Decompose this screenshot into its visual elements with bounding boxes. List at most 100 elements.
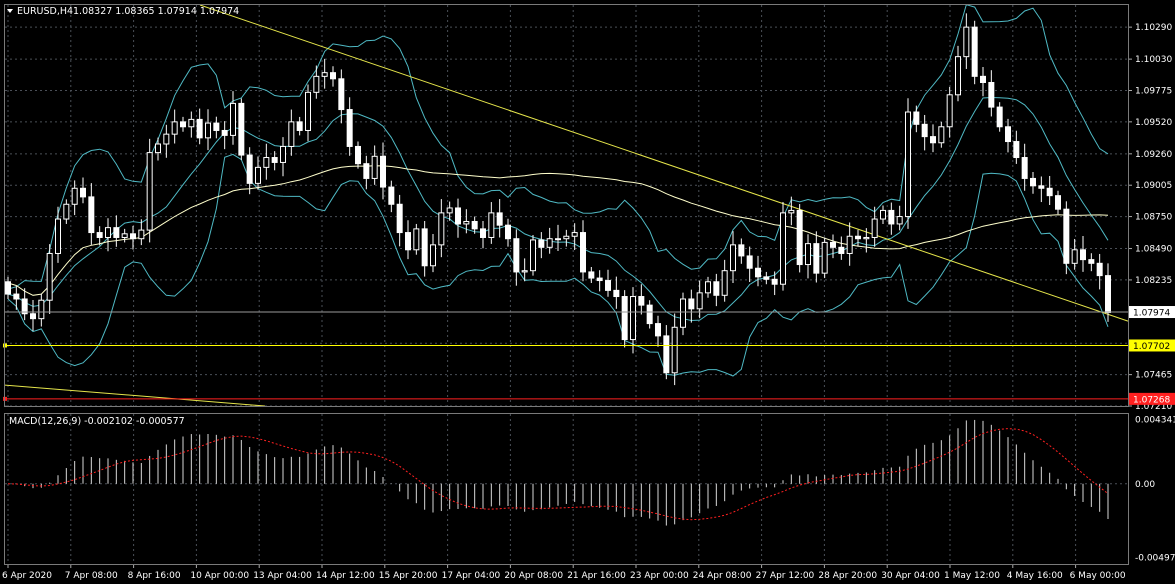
candle-body bbox=[571, 232, 578, 237]
candle-body bbox=[946, 94, 953, 128]
time-tick-label: 8 Apr 16:00 bbox=[128, 571, 181, 581]
candle-body bbox=[130, 233, 136, 240]
time-tick-label: 24 Apr 08:00 bbox=[693, 571, 752, 581]
candle-body bbox=[1005, 126, 1011, 143]
candle-body bbox=[138, 229, 145, 240]
candle-body bbox=[346, 109, 353, 147]
macd-tick-label: 0.004341 bbox=[1135, 415, 1175, 425]
candle-body bbox=[1046, 187, 1053, 197]
candle-body bbox=[871, 218, 878, 238]
candle-body bbox=[55, 218, 61, 254]
candle-body bbox=[146, 152, 153, 231]
candle-body bbox=[455, 207, 461, 225]
candle-body bbox=[1063, 208, 1070, 264]
candle-body bbox=[563, 235, 570, 240]
dropdown-triangle-icon[interactable] bbox=[7, 9, 13, 13]
candle-body bbox=[1096, 262, 1103, 277]
candle-body bbox=[805, 243, 811, 266]
candle-body bbox=[530, 239, 536, 272]
candle-body bbox=[121, 233, 128, 238]
candle-body bbox=[421, 228, 428, 267]
candle-body bbox=[271, 157, 278, 163]
candle-body bbox=[980, 75, 986, 83]
candle-body bbox=[605, 280, 611, 291]
candle-body bbox=[463, 220, 470, 225]
candle-body bbox=[396, 203, 403, 234]
price-labels: 1.07702 1.07268 1.07974 bbox=[1129, 306, 1175, 405]
candle-body bbox=[30, 313, 36, 320]
candle-body bbox=[330, 72, 336, 80]
candle-body bbox=[830, 241, 836, 248]
bollinger-upper bbox=[7, 4, 1109, 290]
candle-body bbox=[763, 276, 770, 280]
candle-body bbox=[13, 293, 20, 300]
macd-tick-label: -0.004973 bbox=[1135, 554, 1175, 564]
price-tick-label: 1.08750 bbox=[1135, 213, 1172, 223]
candle-body bbox=[755, 267, 761, 278]
horizontal-lines[interactable] bbox=[3, 311, 1128, 401]
candle-body bbox=[238, 102, 245, 156]
candle-body bbox=[580, 232, 586, 273]
candle-body bbox=[705, 281, 711, 294]
candle-body bbox=[621, 296, 628, 341]
candle-body bbox=[780, 212, 786, 285]
candle-body bbox=[721, 270, 728, 296]
candle-body bbox=[671, 326, 678, 374]
main-panel-frame bbox=[4, 4, 1129, 407]
macd-title: MACD(12,26,9) -0.002102 -0.000577 bbox=[9, 416, 185, 427]
candle-body bbox=[471, 220, 478, 230]
candle-body bbox=[521, 270, 528, 273]
price-tick-label: 1.09775 bbox=[1135, 86, 1172, 96]
level-line-yellow-label-box bbox=[1129, 339, 1175, 352]
macd-tick-label: 0.00 bbox=[1135, 480, 1155, 490]
candle-body bbox=[1021, 157, 1028, 179]
candle-body bbox=[655, 323, 661, 337]
candle-body bbox=[855, 235, 861, 240]
candle-body bbox=[638, 296, 645, 306]
ohlc-values: 1.08327 1.08365 1.07914 1.07974 bbox=[73, 6, 239, 17]
candle-body bbox=[38, 299, 45, 320]
candle-body bbox=[713, 281, 720, 296]
candle-body bbox=[930, 136, 936, 144]
candle-body bbox=[963, 26, 970, 58]
time-tick-label: 23 Apr 00:00 bbox=[630, 571, 689, 581]
candle-body bbox=[488, 212, 495, 238]
candle-body bbox=[21, 298, 28, 315]
candle-body bbox=[113, 227, 120, 238]
level-line-yellow-label: 1.07702 bbox=[1133, 342, 1170, 352]
candle-body bbox=[513, 238, 520, 273]
candle-body bbox=[996, 106, 1003, 128]
price-tick-label: 1.07210 bbox=[1135, 402, 1172, 412]
candle-body bbox=[171, 121, 178, 135]
candle-body bbox=[5, 281, 11, 295]
candle-body bbox=[896, 216, 903, 225]
candle-body bbox=[921, 123, 928, 138]
candle-body bbox=[813, 243, 820, 274]
macd-indicator bbox=[7, 419, 1109, 526]
time-tick-label: 1 May 12:00 bbox=[944, 571, 1000, 581]
candle-body bbox=[596, 277, 603, 282]
candle-body bbox=[538, 239, 545, 248]
candle-body bbox=[888, 209, 895, 225]
candle-body bbox=[80, 187, 86, 198]
candle-body bbox=[971, 26, 978, 77]
candle-body bbox=[321, 72, 328, 77]
candle-body bbox=[613, 289, 620, 298]
time-tick-label: 17 Apr 04:00 bbox=[442, 571, 501, 581]
price-tick-label: 1.08235 bbox=[1135, 276, 1172, 286]
candle-body bbox=[213, 122, 220, 131]
time-tick-label: 6 Apr 2020 bbox=[2, 571, 52, 581]
level-line-red-label: 1.07268 bbox=[1133, 395, 1170, 405]
price-tick-label: 1.09260 bbox=[1135, 150, 1172, 160]
level-line-red-label-box bbox=[1129, 392, 1175, 405]
candle-body bbox=[955, 56, 961, 96]
candle-body bbox=[196, 118, 203, 139]
candle-body bbox=[846, 235, 853, 254]
candle-body bbox=[696, 292, 703, 310]
candle-body bbox=[880, 209, 886, 220]
candle-body bbox=[438, 212, 445, 246]
candle-body bbox=[688, 298, 695, 310]
candle-body bbox=[180, 121, 186, 128]
